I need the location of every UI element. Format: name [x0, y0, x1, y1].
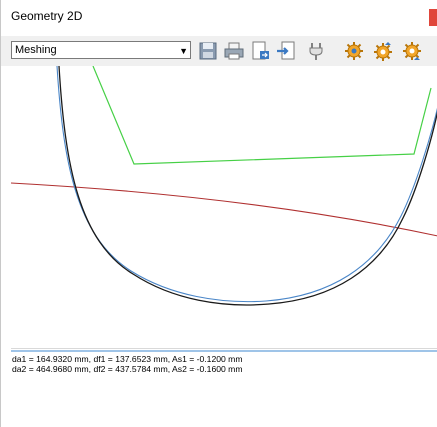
print-icon[interactable] — [223, 40, 245, 62]
mode-select[interactable]: Meshing ▼ — [11, 41, 191, 59]
gear-add-icon[interactable] — [343, 40, 365, 62]
save-icon[interactable] — [197, 40, 219, 62]
toolbar: Meshing ▼ — [1, 36, 437, 66]
panel-divider — [11, 348, 437, 349]
mode-select-value: Meshing — [15, 44, 57, 56]
black-flank-curve — [58, 66, 437, 306]
output-line-1: da1 = 164.9320 mm, df1 = 137.6523 mm, As… — [12, 354, 243, 364]
gear-down-icon[interactable] — [401, 40, 423, 62]
plug-icon[interactable] — [305, 40, 327, 62]
geometry-plot — [10, 66, 437, 306]
export-icon[interactable] — [249, 40, 271, 62]
geometry-canvas[interactable] — [1, 66, 437, 348]
import-icon[interactable] — [275, 40, 297, 62]
green-outline — [92, 66, 432, 165]
title-bar: Geometry 2D — [1, 0, 437, 34]
blue-flank-curve — [56, 66, 437, 303]
output-line-2: da2 = 464.9680 mm, df2 = 437.5784 mm, As… — [12, 364, 243, 374]
red-arc — [10, 182, 437, 237]
window-title: Geometry 2D — [11, 9, 83, 23]
dropdown-arrow-icon[interactable]: ▼ — [179, 46, 188, 56]
gear-up-icon[interactable] — [372, 40, 394, 62]
close-button[interactable] — [429, 9, 437, 26]
panel-splitter[interactable] — [11, 350, 437, 352]
output-panel: da1 = 164.9320 mm, df1 = 137.6523 mm, As… — [11, 354, 437, 427]
